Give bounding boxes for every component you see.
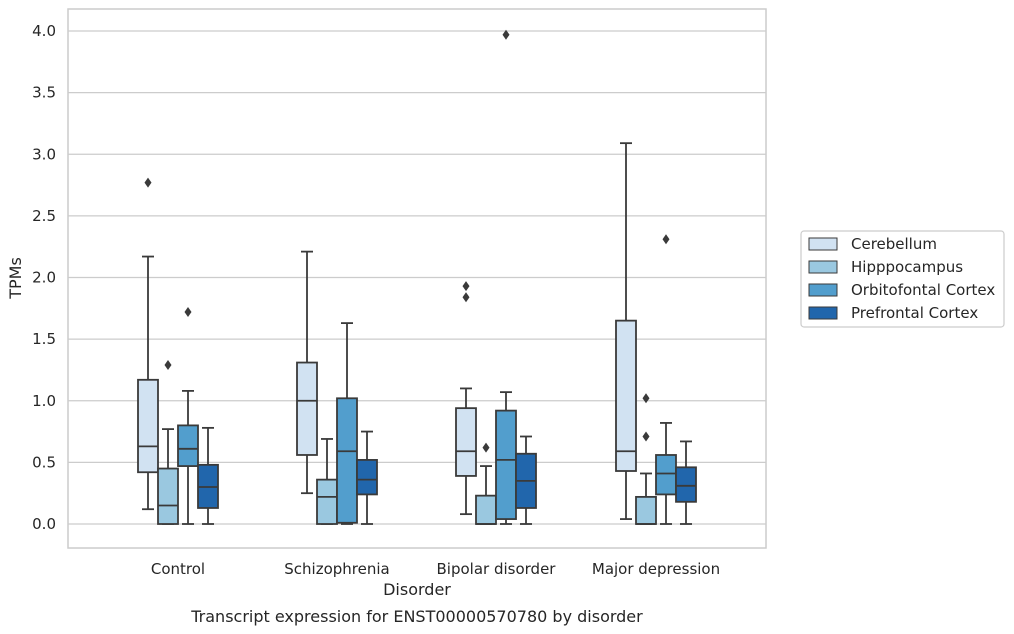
box-2-0 xyxy=(177,307,199,525)
box-3-3 xyxy=(675,440,697,525)
legend: Cerebellum Hipppocampus Orbitofontal Corte… xyxy=(800,230,1005,328)
box-body xyxy=(296,361,318,456)
y-tick-label: 2.0 xyxy=(32,269,56,287)
legend-swatch xyxy=(808,260,838,274)
box-0-2 xyxy=(455,281,477,516)
box-body xyxy=(316,478,338,525)
box-body xyxy=(455,407,477,477)
box-body xyxy=(495,409,517,520)
y-axis-label: TPMs xyxy=(6,257,25,300)
box-0-3 xyxy=(615,142,637,520)
grid xyxy=(68,30,766,525)
legend-swatch xyxy=(808,283,838,297)
box-body xyxy=(635,495,657,525)
outlier-marker xyxy=(144,177,152,188)
outlier-marker xyxy=(164,360,172,371)
box-body xyxy=(177,424,199,467)
x-tick-labels: Control Schizophrenia Bipolar disorder Majo… xyxy=(151,560,720,578)
box-body xyxy=(336,397,358,524)
box-3-1 xyxy=(356,430,378,525)
outlier-marker xyxy=(462,281,470,292)
y-tick-label: 2.5 xyxy=(32,207,56,225)
box-body xyxy=(137,378,159,474)
x-tick-label: Major depression xyxy=(592,560,720,578)
outlier-marker xyxy=(184,307,192,318)
y-tick-label: 1.0 xyxy=(32,392,56,410)
box-2-1 xyxy=(336,322,358,525)
x-axis-label: Disorder xyxy=(383,580,451,599)
y-tick-labels: 0.0 0.5 1.0 1.5 2.0 2.5 3.0 3.5 4.0 xyxy=(32,22,56,533)
x-tick-label: Control xyxy=(151,560,205,578)
boxes xyxy=(137,29,697,525)
box-1-3 xyxy=(635,393,657,525)
box-0-0 xyxy=(137,177,159,511)
plot-frame xyxy=(67,8,767,549)
box-body xyxy=(615,319,637,472)
box-1-0 xyxy=(157,360,179,525)
box-2-2 xyxy=(495,29,517,525)
x-tick-label: Bipolar disorder xyxy=(437,560,557,578)
legend-swatch xyxy=(808,306,838,320)
outlier-marker xyxy=(502,29,510,40)
y-tick-label: 3.5 xyxy=(32,84,56,102)
chart-caption: Transcript expression for ENST0000057078… xyxy=(190,607,643,626)
box-body xyxy=(157,467,179,525)
y-tick-label: 1.5 xyxy=(32,330,56,348)
legend-label: Prefrontal Cortex xyxy=(851,304,978,322)
outlier-marker xyxy=(662,234,670,245)
y-tick-label: 3.0 xyxy=(32,145,56,163)
box-body xyxy=(475,494,497,525)
box-body xyxy=(675,466,697,503)
outlier-marker xyxy=(462,292,470,303)
y-tick-label: 4.0 xyxy=(32,22,56,40)
outlier-marker xyxy=(642,431,650,442)
x-tick-label: Schizophrenia xyxy=(284,560,389,578)
y-tick-label: 0.5 xyxy=(32,453,56,471)
box-3-0 xyxy=(197,426,219,525)
box-1-1 xyxy=(316,438,338,525)
legend-label: Hipppocampus xyxy=(851,258,963,276)
box-1-2 xyxy=(475,442,497,525)
box-0-1 xyxy=(296,250,318,495)
legend-label: Orbitofontal Cortex xyxy=(851,281,995,299)
legend-label: Cerebellum xyxy=(851,235,937,253)
legend-swatch xyxy=(808,237,838,251)
outlier-marker xyxy=(642,393,650,404)
outlier-marker xyxy=(482,442,490,453)
y-tick-label: 0.0 xyxy=(32,515,56,533)
box-body xyxy=(356,459,378,496)
box-body xyxy=(655,454,677,496)
box-3-2 xyxy=(515,435,537,525)
legend-frame xyxy=(800,230,1005,328)
